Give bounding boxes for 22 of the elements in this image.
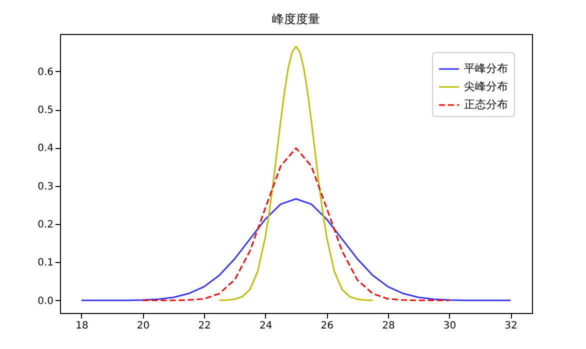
legend-label: 尖峰分布 <box>464 80 508 93</box>
line-series <box>80 198 512 302</box>
y-tick-label: 0.1 <box>38 258 54 269</box>
y-tick-label: 0.3 <box>38 181 54 192</box>
line-series <box>142 147 450 302</box>
x-tick-label: 30 <box>443 320 456 332</box>
legend-label: 平峰分布 <box>464 62 508 75</box>
y-tick-label: 0.2 <box>38 220 54 231</box>
x-tick-label: 32 <box>504 320 518 332</box>
x-tick-label: 24 <box>259 320 272 332</box>
x-tick-label: 22 <box>198 320 211 332</box>
x-tick-label: 20 <box>136 320 150 332</box>
y-tick-label: 0.0 <box>38 296 54 307</box>
x-tick-label: 28 <box>382 320 395 332</box>
legend-label: 正态分布 <box>464 98 508 111</box>
x-tick-label: 26 <box>320 320 334 332</box>
y-tick-label: 0.4 <box>38 143 54 154</box>
chart-title: 峰度度量 <box>272 12 320 26</box>
x-tick-label: 18 <box>76 320 88 332</box>
y-tick-label: 0.5 <box>38 105 54 116</box>
line-series <box>218 46 374 302</box>
y-tick-label: 0.6 <box>38 66 54 78</box>
